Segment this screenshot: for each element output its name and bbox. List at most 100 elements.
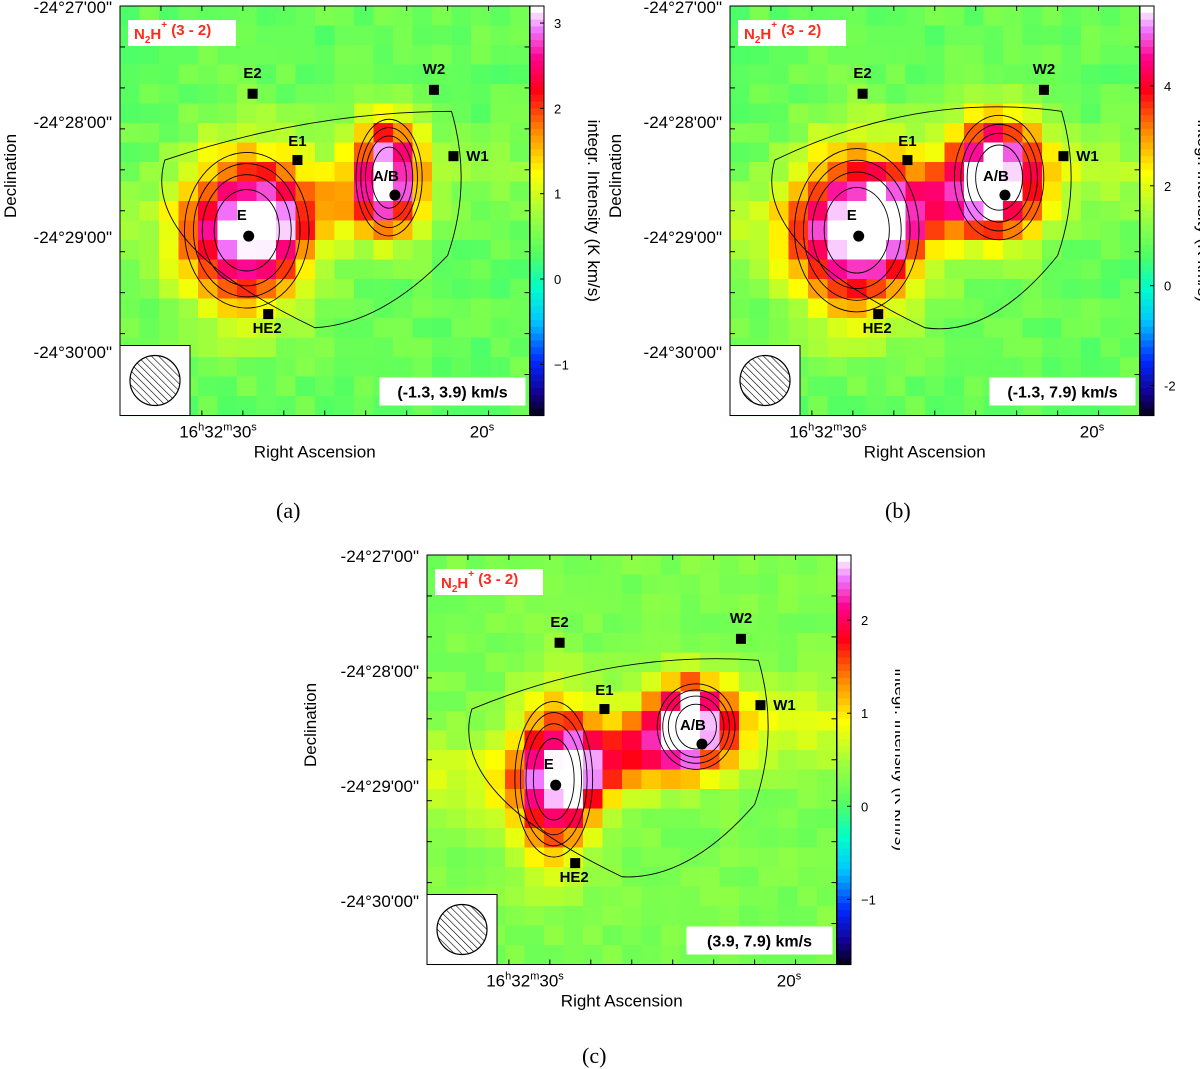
heatmap-cell xyxy=(925,162,946,183)
colorbar-segment xyxy=(1140,12,1154,21)
heatmap-cell xyxy=(466,828,487,849)
source-label: HE2 xyxy=(253,320,282,337)
heatmap-cell xyxy=(730,162,751,183)
heatmap-cell xyxy=(719,574,740,595)
heatmap-cell xyxy=(817,652,838,673)
heatmap-cell xyxy=(905,240,926,261)
heatmap-cell xyxy=(178,64,199,85)
heatmap-cell xyxy=(466,711,487,732)
heatmap-cell xyxy=(925,298,946,319)
heatmap-cell xyxy=(700,594,721,615)
colorbar-segment xyxy=(1140,46,1154,55)
heatmap-cell xyxy=(1022,279,1043,300)
heatmap-cell xyxy=(622,925,643,946)
colorbar-segment xyxy=(837,705,851,713)
heatmap-cell xyxy=(466,613,487,634)
heatmap-cell xyxy=(563,555,584,576)
heatmap-cell xyxy=(334,181,355,202)
heatmap-cell xyxy=(1061,259,1082,280)
colorbar-segment xyxy=(1140,135,1154,144)
heatmap-cell xyxy=(700,711,721,732)
heatmap-cell xyxy=(730,64,751,85)
beam-ellipse xyxy=(436,903,488,956)
colorbar-segment xyxy=(837,671,851,679)
heatmap-cell xyxy=(120,45,141,66)
heatmap-cell xyxy=(730,259,751,280)
colorbar-segment xyxy=(1140,94,1154,103)
heatmap-cell xyxy=(412,220,433,241)
heatmap-cell xyxy=(680,613,701,634)
heatmap-cell xyxy=(886,357,907,378)
heatmap-cell xyxy=(1061,84,1082,105)
heatmap-cell xyxy=(276,25,297,46)
heatmap-cell xyxy=(583,847,604,868)
colorbar-segment xyxy=(1140,251,1154,260)
heatmap-cell xyxy=(797,633,818,654)
heatmap-cell xyxy=(432,25,453,46)
heatmap-cell xyxy=(602,945,623,966)
heatmap-cell xyxy=(944,123,965,144)
heatmap-cell xyxy=(739,711,760,732)
heatmap-cell xyxy=(334,25,355,46)
heatmap-cell xyxy=(490,123,511,144)
heatmap-cell xyxy=(817,594,838,615)
heatmap-cell xyxy=(749,318,770,339)
heatmap-cell xyxy=(393,103,414,124)
heatmap-cell xyxy=(739,574,760,595)
contour-lines xyxy=(771,106,1072,330)
colorbar-segment xyxy=(530,169,544,178)
colorbar-segment xyxy=(837,923,851,931)
heatmap-cell xyxy=(622,574,643,595)
colorbar-segment xyxy=(837,759,851,768)
x-tick-label: 16h32m30s xyxy=(789,422,867,442)
heatmap-cell xyxy=(295,337,316,358)
heatmap-cell xyxy=(178,84,199,105)
heatmap-cell xyxy=(373,279,394,300)
heatmap-cell xyxy=(719,691,740,712)
heatmap-cell xyxy=(758,906,779,927)
colorbar-segment xyxy=(530,251,544,260)
heatmap-cell xyxy=(178,45,199,66)
heatmap-cell xyxy=(334,376,355,397)
colorbar-segment xyxy=(837,630,851,638)
colorbar-segment xyxy=(530,108,544,116)
heatmap-cell xyxy=(769,142,790,163)
heatmap-cell xyxy=(730,142,751,163)
heatmap-cell xyxy=(866,123,887,144)
heatmap-cell xyxy=(510,103,531,124)
heatmap-cell xyxy=(797,789,818,810)
heatmap-cell xyxy=(944,396,965,417)
heatmap-cell xyxy=(925,181,946,202)
heatmap-cell xyxy=(719,672,740,693)
heatmap-cell xyxy=(866,318,887,339)
heatmap-cell xyxy=(925,337,946,358)
heatmap-cell xyxy=(178,220,199,241)
heatmap-cell xyxy=(412,45,433,66)
heatmap-cell xyxy=(700,847,721,868)
beam-ellipse xyxy=(129,354,181,407)
heatmap-cell xyxy=(925,45,946,66)
colorbar-tick-label: 0 xyxy=(554,272,561,287)
heatmap-cell xyxy=(505,886,526,907)
colorbar-segment xyxy=(530,374,544,382)
heatmap-cell xyxy=(983,357,1004,378)
heatmap-cell xyxy=(680,847,701,868)
source-label: E1 xyxy=(898,133,916,150)
heatmap-cell xyxy=(700,652,721,673)
heatmap-cell xyxy=(373,84,394,105)
heatmap-cell xyxy=(1003,84,1024,105)
heatmap-cell xyxy=(1003,240,1024,261)
source-marker-circle xyxy=(696,738,708,750)
heatmap-cell xyxy=(661,750,682,771)
colorbar-segment xyxy=(1140,333,1154,342)
heatmap-cell xyxy=(198,103,219,124)
heatmap-cell xyxy=(159,220,180,241)
heatmap-cell xyxy=(412,318,433,339)
heatmap-cell xyxy=(602,633,623,654)
contour-ring xyxy=(811,171,902,290)
heatmap-cell xyxy=(1003,220,1024,241)
heatmap-cell xyxy=(471,45,492,66)
heatmap-cell xyxy=(1022,357,1043,378)
colorbar-tick-label: 2 xyxy=(1164,179,1171,194)
heatmap-cell xyxy=(159,298,180,319)
